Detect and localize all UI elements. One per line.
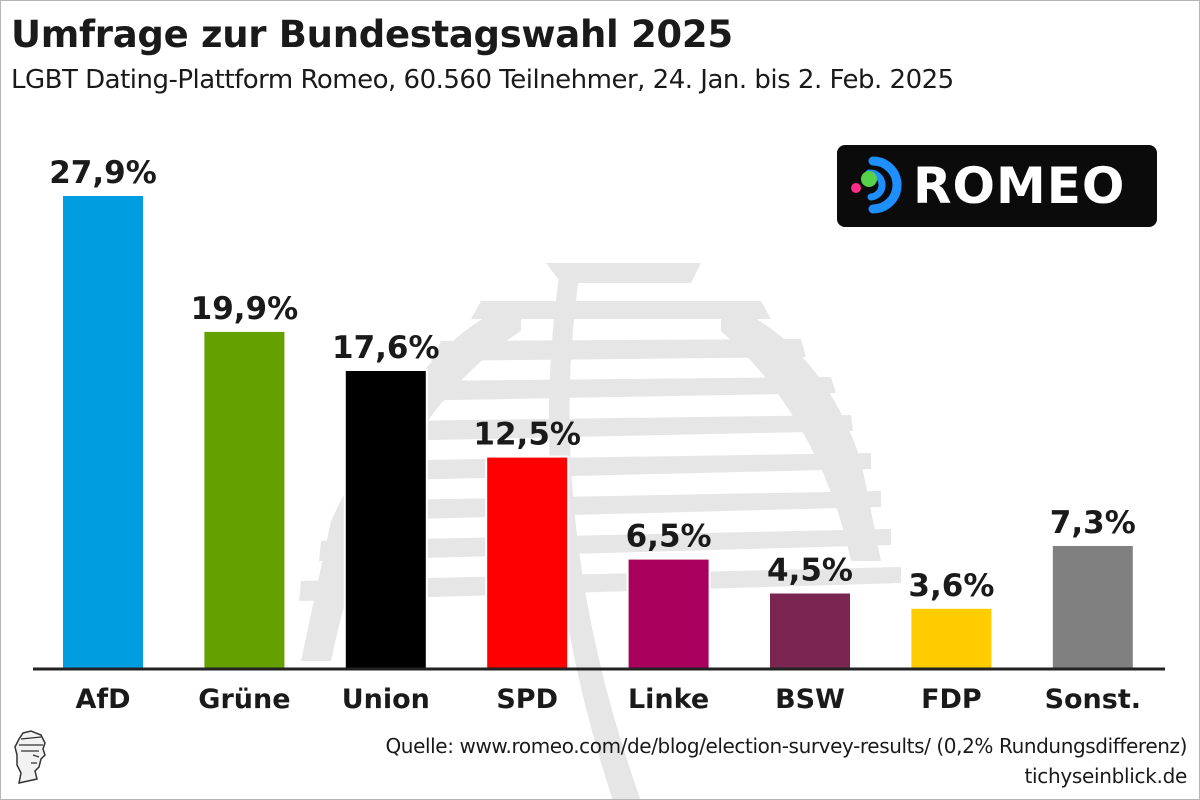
value-label: 19,9% xyxy=(191,291,299,327)
category-label: SPD xyxy=(496,684,558,715)
bar-gr-ne xyxy=(202,329,287,670)
source-note: Quelle: www.romeo.com/de/blog/election-s… xyxy=(385,734,1187,758)
chart-title: Umfrage zur Bundestagswahl 2025 xyxy=(11,13,733,56)
value-label: 17,6% xyxy=(332,330,440,366)
watermark-emblem xyxy=(299,263,901,799)
publisher-credit: tichyseinblick.de xyxy=(1024,764,1187,788)
bar-fdp xyxy=(909,606,994,670)
bar-bsw xyxy=(768,591,852,670)
chart-subtitle: LGBT Dating-Plattform Romeo, 60.560 Teil… xyxy=(11,65,954,95)
category-label: FDP xyxy=(921,684,982,715)
romeo-logo-text: ROMEO xyxy=(913,157,1126,215)
category-label: Sonst. xyxy=(1045,684,1141,715)
bar-linke xyxy=(626,557,711,670)
bar-union xyxy=(343,369,428,670)
labels-layer: 27,9% AfD 19,9% Grüne 17,6% Union 12,5% SPD 6,5%… xyxy=(49,155,1141,715)
category-label: AfD xyxy=(75,684,130,715)
category-label: Linke xyxy=(628,684,709,715)
bar-spd xyxy=(485,455,570,670)
value-label: 12,5% xyxy=(473,417,581,453)
value-label: 27,9% xyxy=(49,155,157,191)
value-label: 6,5% xyxy=(626,519,712,555)
bar-sonst xyxy=(1050,544,1135,670)
romeo-logo-mark-icon xyxy=(851,156,902,214)
bar-afd xyxy=(61,194,145,670)
category-label: BSW xyxy=(775,684,845,715)
value-label: 3,6% xyxy=(908,568,994,604)
statue-head-icon xyxy=(14,730,46,784)
romeo-logo: ROMEO xyxy=(837,145,1157,227)
bars-layer xyxy=(61,194,1135,670)
value-label: 4,5% xyxy=(767,553,853,589)
category-label: Grüne xyxy=(198,684,290,715)
category-label: Union xyxy=(342,684,430,715)
value-label: 7,3% xyxy=(1050,505,1136,541)
